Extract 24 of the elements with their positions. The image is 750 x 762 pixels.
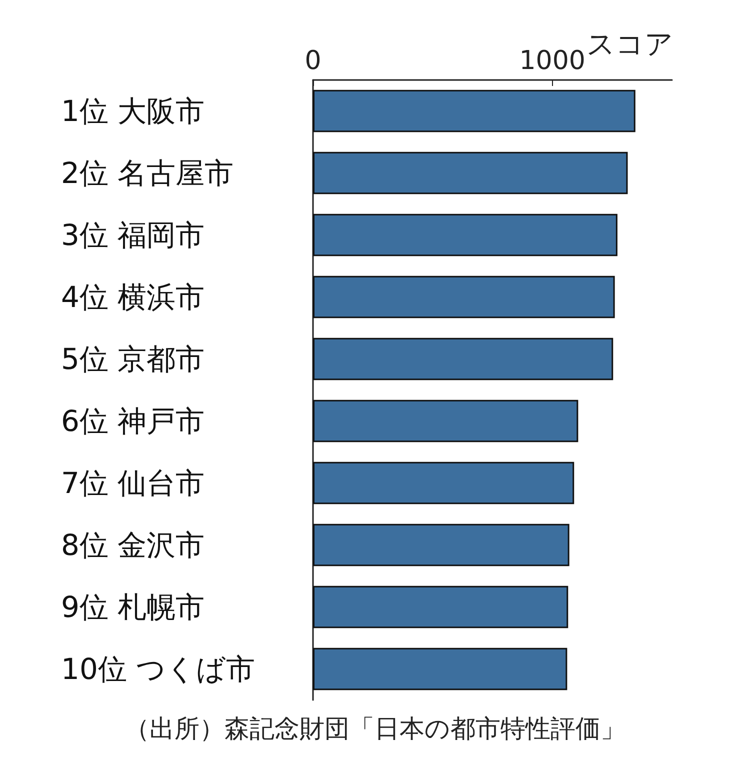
y-tick-label: 4位 横浜市 bbox=[61, 280, 205, 314]
bar bbox=[313, 276, 615, 318]
x-tick-label: 1000 bbox=[519, 46, 586, 76]
y-tick-label: 9位 札幌市 bbox=[61, 590, 205, 624]
bar bbox=[313, 648, 568, 690]
bar bbox=[313, 90, 636, 132]
bar bbox=[313, 400, 578, 442]
y-tick-label: 8位 金沢市 bbox=[61, 528, 205, 562]
x-axis-title: スコア bbox=[586, 28, 674, 60]
bar bbox=[313, 586, 568, 628]
bar bbox=[313, 152, 628, 194]
bar bbox=[313, 338, 614, 380]
y-tick-label: 2位 名古屋市 bbox=[61, 156, 234, 190]
y-tick-label: 3位 福岡市 bbox=[61, 218, 205, 252]
y-tick-label: 7位 仙台市 bbox=[61, 466, 205, 500]
text: （出所）森記念財団「日本の都市特性評価」 bbox=[124, 714, 626, 743]
y-tick-label: 5位 京都市 bbox=[61, 342, 205, 376]
bar bbox=[313, 524, 570, 566]
bar bbox=[313, 214, 618, 256]
x-tick-label: 0 bbox=[304, 46, 322, 76]
y-tick-label: 10位 つくば市 bbox=[61, 652, 256, 686]
y-tick-label: 6位 神戸市 bbox=[61, 404, 205, 438]
bar bbox=[313, 462, 574, 504]
y-tick-label: 1位 大阪市 bbox=[61, 94, 205, 128]
